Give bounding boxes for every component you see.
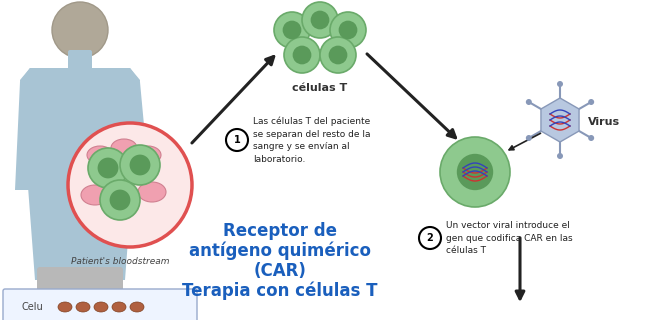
- Circle shape: [226, 129, 248, 151]
- Circle shape: [588, 99, 594, 105]
- Text: 2: 2: [426, 233, 434, 243]
- Circle shape: [68, 123, 192, 247]
- Text: Terapia con células T: Terapia con células T: [182, 282, 378, 300]
- Ellipse shape: [81, 185, 109, 205]
- Ellipse shape: [138, 182, 166, 202]
- Text: 1: 1: [233, 135, 240, 145]
- Circle shape: [588, 135, 594, 141]
- Text: Un vector viral introduce el
gen que codifica CAR en las
células T: Un vector viral introduce el gen que cod…: [446, 221, 573, 255]
- Circle shape: [329, 46, 347, 64]
- FancyBboxPatch shape: [37, 267, 123, 320]
- Circle shape: [120, 145, 160, 185]
- Text: Receptor de: Receptor de: [223, 222, 337, 240]
- Circle shape: [320, 37, 356, 73]
- Circle shape: [440, 137, 510, 207]
- Ellipse shape: [76, 302, 90, 312]
- Circle shape: [419, 227, 441, 249]
- Ellipse shape: [130, 302, 144, 312]
- Circle shape: [330, 12, 366, 48]
- Ellipse shape: [94, 302, 108, 312]
- FancyBboxPatch shape: [3, 289, 197, 320]
- Ellipse shape: [112, 302, 126, 312]
- Ellipse shape: [135, 146, 161, 164]
- Circle shape: [557, 153, 563, 159]
- Text: antígeno quimérico: antígeno quimérico: [189, 242, 371, 260]
- Circle shape: [100, 180, 140, 220]
- Circle shape: [274, 12, 310, 48]
- Circle shape: [302, 2, 338, 38]
- Text: Virus: Virus: [588, 117, 620, 127]
- Polygon shape: [20, 68, 140, 280]
- Polygon shape: [118, 68, 150, 190]
- FancyBboxPatch shape: [68, 50, 92, 72]
- Circle shape: [457, 154, 493, 190]
- Text: células T: células T: [292, 83, 348, 93]
- Ellipse shape: [111, 139, 137, 157]
- Circle shape: [52, 2, 108, 58]
- Text: Patient's bloodstream: Patient's bloodstream: [71, 257, 169, 266]
- Circle shape: [283, 21, 302, 39]
- Circle shape: [292, 46, 311, 64]
- Circle shape: [284, 37, 320, 73]
- Circle shape: [311, 11, 330, 29]
- Circle shape: [88, 148, 128, 188]
- Text: Celu: Celu: [22, 302, 44, 312]
- Ellipse shape: [87, 146, 113, 164]
- Circle shape: [557, 81, 563, 87]
- Text: Las células T del paciente
se separan del resto de la
sangre y se envían al
labo: Las células T del paciente se separan de…: [253, 116, 370, 164]
- Circle shape: [526, 135, 532, 141]
- Circle shape: [129, 155, 150, 175]
- Circle shape: [110, 189, 131, 211]
- Circle shape: [98, 158, 118, 179]
- Polygon shape: [15, 68, 42, 190]
- Circle shape: [526, 99, 532, 105]
- Polygon shape: [541, 98, 579, 142]
- Text: (CAR): (CAR): [254, 262, 306, 280]
- Circle shape: [339, 21, 358, 39]
- Ellipse shape: [58, 302, 72, 312]
